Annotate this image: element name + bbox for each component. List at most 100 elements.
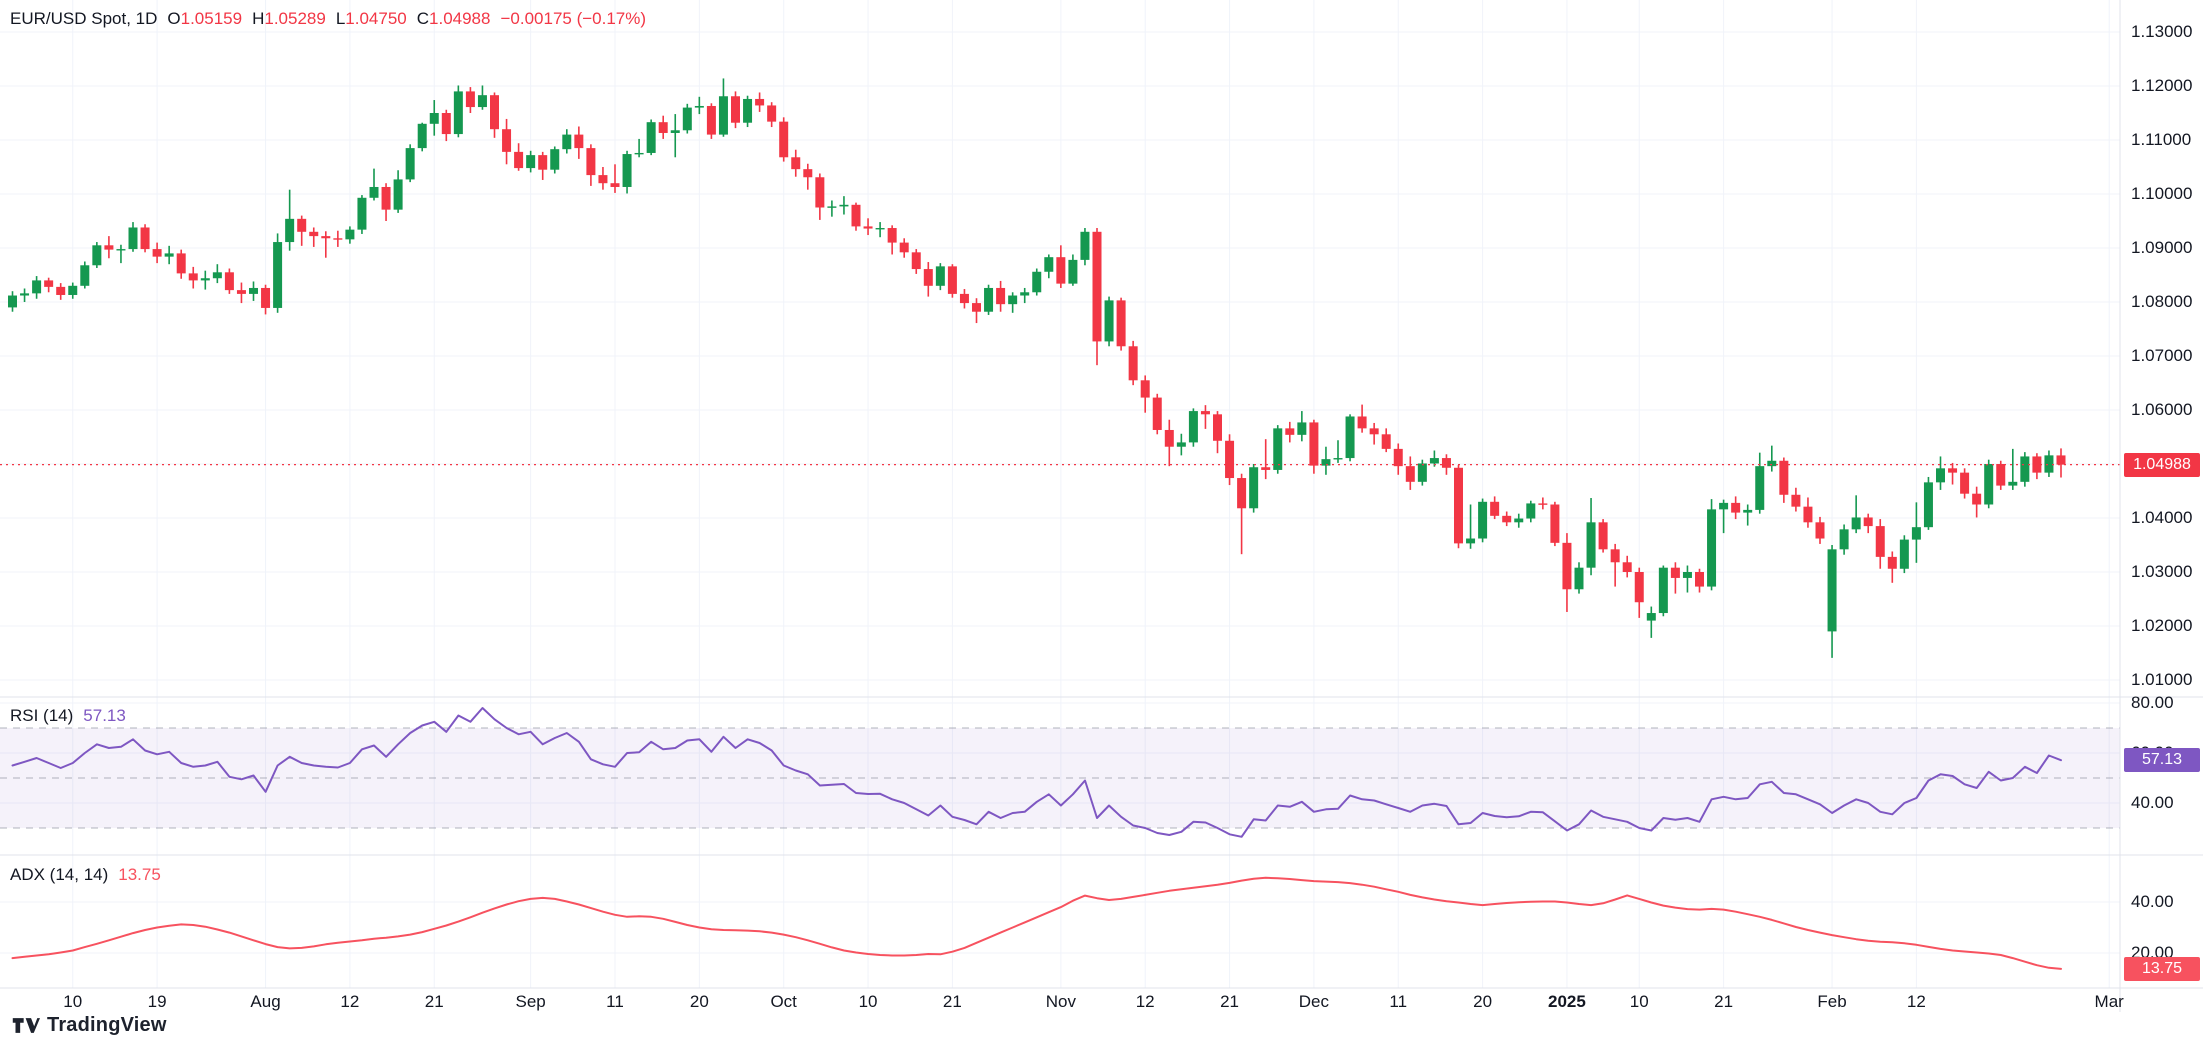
candle-body [646, 122, 656, 153]
candle-body [1948, 468, 1958, 473]
ohlc-low: L1.04750 [335, 9, 407, 28]
candle-body [779, 121, 789, 158]
time-axis-label: 10 [63, 992, 83, 1011]
candle-body [2044, 455, 2054, 473]
rsi-line [11, 707, 2062, 838]
candle-body [1622, 562, 1632, 572]
candle-body [899, 242, 909, 253]
candle-body [1454, 467, 1463, 544]
candles-series [8, 78, 2066, 658]
price-axis-label: 1.04000 [2131, 508, 2193, 527]
time-axis-label: 21 [1220, 992, 1240, 1011]
candle-body [1152, 397, 1162, 430]
candle-body [1441, 458, 1451, 468]
candle-body [1285, 428, 1295, 435]
candle-wick [1264, 439, 1267, 480]
candle-wick [1722, 499, 1725, 534]
symbol-legend[interactable]: EUR/USD Spot, 1D O1.05159 H1.05289 L1.04… [10, 9, 646, 29]
candle-body [1899, 539, 1909, 569]
candle-body [345, 229, 355, 240]
candle-body [369, 186, 379, 198]
candle-wick [1650, 606, 1653, 638]
time-axis-label: 11 [1389, 992, 1408, 1011]
candle-body [273, 242, 283, 308]
candle-body [984, 287, 994, 312]
candle-wick [373, 168, 375, 201]
candle-body [1634, 572, 1644, 603]
candle-body [1369, 428, 1379, 435]
tradingview-watermark-text: TradingView [47, 1014, 167, 1036]
candle-body [1020, 292, 1030, 296]
time-axis-label: 10 [1629, 992, 1649, 1011]
time-axis-label: 12 [1906, 992, 1926, 1011]
candle-body [718, 96, 728, 135]
time-axis-label: 21 [1714, 992, 1734, 1011]
candle-body [321, 236, 331, 239]
candle-wick [879, 222, 881, 238]
candle-body [1972, 493, 1982, 505]
candle-body [1309, 422, 1319, 466]
candle-body [1574, 567, 1584, 590]
candle-body [140, 227, 150, 250]
candle-body [1887, 556, 1897, 569]
candle-body [1755, 466, 1765, 510]
rsi-value: 57.13 [83, 706, 126, 725]
candle-body [1514, 518, 1524, 523]
candle-body [1598, 522, 1608, 550]
candle-wick [2012, 448, 2014, 490]
candle-body [490, 95, 499, 130]
candle-body [2056, 455, 2066, 465]
candle-body [1044, 257, 1054, 272]
candle-body [128, 227, 138, 250]
candle-body [2032, 456, 2042, 473]
candle-body [1586, 522, 1596, 568]
candle-body [1056, 257, 1066, 284]
candle-body [116, 249, 126, 251]
candle-body [1357, 416, 1367, 429]
adx-legend[interactable]: ADX (14, 14) 13.75 [10, 865, 161, 885]
candle-body [502, 129, 512, 152]
candle-body [1249, 467, 1259, 509]
candle-body [1707, 509, 1717, 587]
candle-body [164, 253, 174, 257]
candle-body [1960, 472, 1970, 494]
candle-body [1381, 434, 1391, 449]
price-axis-label: 1.13000 [2131, 22, 2193, 41]
candle-body [863, 226, 873, 229]
candle-body [1984, 464, 1994, 505]
ohlc-high: H1.05289 [252, 9, 326, 28]
candle-body [1875, 526, 1885, 557]
candle-body [309, 231, 319, 237]
candle-body [851, 204, 861, 227]
candle-body [743, 98, 753, 123]
candle-body [92, 245, 102, 266]
candle-body [1092, 231, 1102, 342]
candle-body [1140, 380, 1150, 398]
candle-body [1791, 494, 1801, 507]
candle-wick [1746, 504, 1749, 526]
candle-body [1863, 517, 1873, 527]
tradingview-watermark[interactable]: TradingView [12, 1014, 167, 1037]
candle-wick [325, 231, 327, 258]
candle-body [1839, 529, 1849, 550]
time-axis-label: Oct [770, 992, 797, 1011]
candle-wick [698, 96, 701, 115]
candle-body [1670, 567, 1680, 578]
candle-wick [1951, 462, 1954, 485]
rsi-legend[interactable]: RSI (14) 57.13 [10, 706, 126, 726]
candle-body [152, 249, 162, 257]
ohlc-open: O1.05159 [167, 9, 243, 28]
adx-line [11, 876, 2062, 970]
price-axis-label: 1.12000 [2131, 76, 2193, 95]
candle-body [1128, 346, 1138, 381]
candle-body [1417, 463, 1427, 482]
candle-body [1827, 549, 1837, 632]
candle-body [935, 266, 945, 286]
candle-body [188, 273, 198, 281]
candle-body [1719, 502, 1729, 510]
candle-body [44, 280, 54, 287]
candle-body [538, 155, 548, 170]
candle-body [562, 134, 572, 150]
